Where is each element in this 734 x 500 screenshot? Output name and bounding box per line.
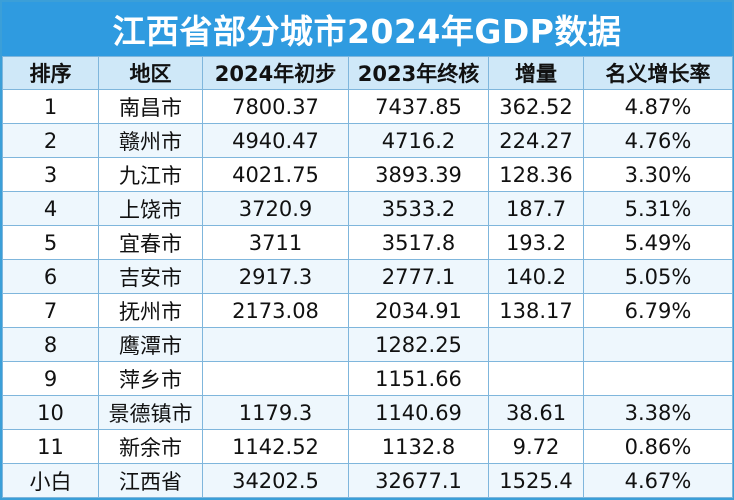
table-row: 4 上饶市 3720.9 3533.2 187.7 5.31%: [2, 191, 733, 226]
table-cell: 10: [2, 395, 99, 430]
table-row: 2 赣州市 4940.47 4716.2 224.27 4.76%: [2, 123, 733, 158]
table-cell: 4716.2: [348, 123, 489, 158]
table-cell: 1525.4: [488, 463, 584, 498]
table-cell: 江西省: [98, 463, 203, 498]
table-row: 11 新余市 1142.52 1132.8 9.72 0.86%: [2, 429, 733, 464]
table-row: 3 九江市 4021.75 3893.39 128.36 3.30%: [2, 157, 733, 192]
table-cell: 5.49%: [583, 225, 733, 260]
table-cell: 鹰潭市: [98, 327, 203, 362]
table-cell: 138.17: [488, 293, 584, 328]
table-cell: 4.76%: [583, 123, 733, 158]
table-cell: 0.86%: [583, 429, 733, 464]
table-cell: 南昌市: [98, 89, 203, 124]
table-cell: 3533.2: [348, 191, 489, 226]
column-header: 名义增长率: [583, 56, 733, 90]
table-cell: 187.7: [488, 191, 584, 226]
table-cell: [583, 361, 733, 396]
table-cell: 1151.66: [348, 361, 489, 396]
table-cell: 萍乡市: [98, 361, 203, 396]
column-header: 地区: [98, 56, 203, 90]
table-row: 6 吉安市 2917.3 2777.1 140.2 5.05%: [2, 259, 733, 294]
table-cell: 3.38%: [583, 395, 733, 430]
table-cell: 6.79%: [583, 293, 733, 328]
table-body: 1 南昌市 7800.37 7437.85 362.52 4.87% 2 赣州市 4940.47…: [2, 89, 733, 498]
table-cell: 小白: [2, 463, 99, 498]
table-row: 5 宜春市 3711 3517.8 193.2 5.49%: [2, 225, 733, 260]
table-row: 9 萍乡市 1151.66: [2, 361, 733, 396]
table-cell: 1140.69: [348, 395, 489, 430]
column-header: 排序: [2, 56, 99, 90]
table-cell: 3711: [202, 225, 349, 260]
table-cell: 3893.39: [348, 157, 489, 192]
table-cell: 1179.3: [202, 395, 349, 430]
column-header: 2024年初步: [202, 56, 349, 90]
table-cell: 5: [2, 225, 99, 260]
table-cell: 4940.47: [202, 123, 349, 158]
table-cell: 上饶市: [98, 191, 203, 226]
table-cell: 1282.25: [348, 327, 489, 362]
table-row: 1 南昌市 7800.37 7437.85 362.52 4.87%: [2, 89, 733, 124]
gdp-table: 排序 地区 2024年初步 2023年终核 增量 名义增长率 1 南昌市 7800.37 743…: [2, 56, 733, 498]
table-cell: 38.61: [488, 395, 584, 430]
table-cell: 5.31%: [583, 191, 733, 226]
table-cell: 3517.8: [348, 225, 489, 260]
table-cell: 128.36: [488, 157, 584, 192]
table-cell: [488, 361, 584, 396]
table-cell: 3.30%: [583, 157, 733, 192]
header-row: 排序 地区 2024年初步 2023年终核 增量 名义增长率: [2, 56, 733, 90]
table-cell: 九江市: [98, 157, 203, 192]
table-cell: 34202.5: [202, 463, 349, 498]
table-cell: [202, 361, 349, 396]
table-cell: 140.2: [488, 259, 584, 294]
table-cell: 赣州市: [98, 123, 203, 158]
table-cell: 5.05%: [583, 259, 733, 294]
table-cell: 4: [2, 191, 99, 226]
table-cell: 景德镇市: [98, 395, 203, 430]
table-row: 7 抚州市 2173.08 2034.91 138.17 6.79%: [2, 293, 733, 328]
table-cell: 宜春市: [98, 225, 203, 260]
table-cell: 8: [2, 327, 99, 362]
table-cell: 7437.85: [348, 89, 489, 124]
table-cell: 2173.08: [202, 293, 349, 328]
table-cell: 3720.9: [202, 191, 349, 226]
table-cell: 4.67%: [583, 463, 733, 498]
column-header: 2023年终核: [348, 56, 489, 90]
table-cell: 11: [2, 429, 99, 464]
table-cell: 3: [2, 157, 99, 192]
table-row: 小白 江西省 34202.5 32677.1 1525.4 4.67%: [2, 463, 733, 498]
table-cell: 1132.8: [348, 429, 489, 464]
table-cell: 362.52: [488, 89, 584, 124]
table-cell: 2034.91: [348, 293, 489, 328]
column-header: 增量: [488, 56, 584, 90]
table-cell: 吉安市: [98, 259, 203, 294]
table-cell: 224.27: [488, 123, 584, 158]
table-row: 10 景德镇市 1179.3 1140.69 38.61 3.38%: [2, 395, 733, 430]
table-cell: [202, 327, 349, 362]
table-cell: 7: [2, 293, 99, 328]
table-cell: 4021.75: [202, 157, 349, 192]
table-cell: 1142.52: [202, 429, 349, 464]
table-cell: 7800.37: [202, 89, 349, 124]
table-cell: 2: [2, 123, 99, 158]
table-cell: 6: [2, 259, 99, 294]
table-cell: 32677.1: [348, 463, 489, 498]
table-cell: 2917.3: [202, 259, 349, 294]
table-header: 排序 地区 2024年初步 2023年终核 增量 名义增长率: [2, 56, 733, 90]
table-cell: 1: [2, 89, 99, 124]
table-cell: [488, 327, 584, 362]
table-cell: 193.2: [488, 225, 584, 260]
table-cell: 4.87%: [583, 89, 733, 124]
table-cell: 新余市: [98, 429, 203, 464]
table-cell: 9.72: [488, 429, 584, 464]
table-row: 8 鹰潭市 1282.25: [2, 327, 733, 362]
table-cell: 抚州市: [98, 293, 203, 328]
table-cell: 9: [2, 361, 99, 396]
table-cell: 2777.1: [348, 259, 489, 294]
table-cell: [583, 327, 733, 362]
title: 江西省部分城市2024年GDP数据: [2, 2, 732, 56]
